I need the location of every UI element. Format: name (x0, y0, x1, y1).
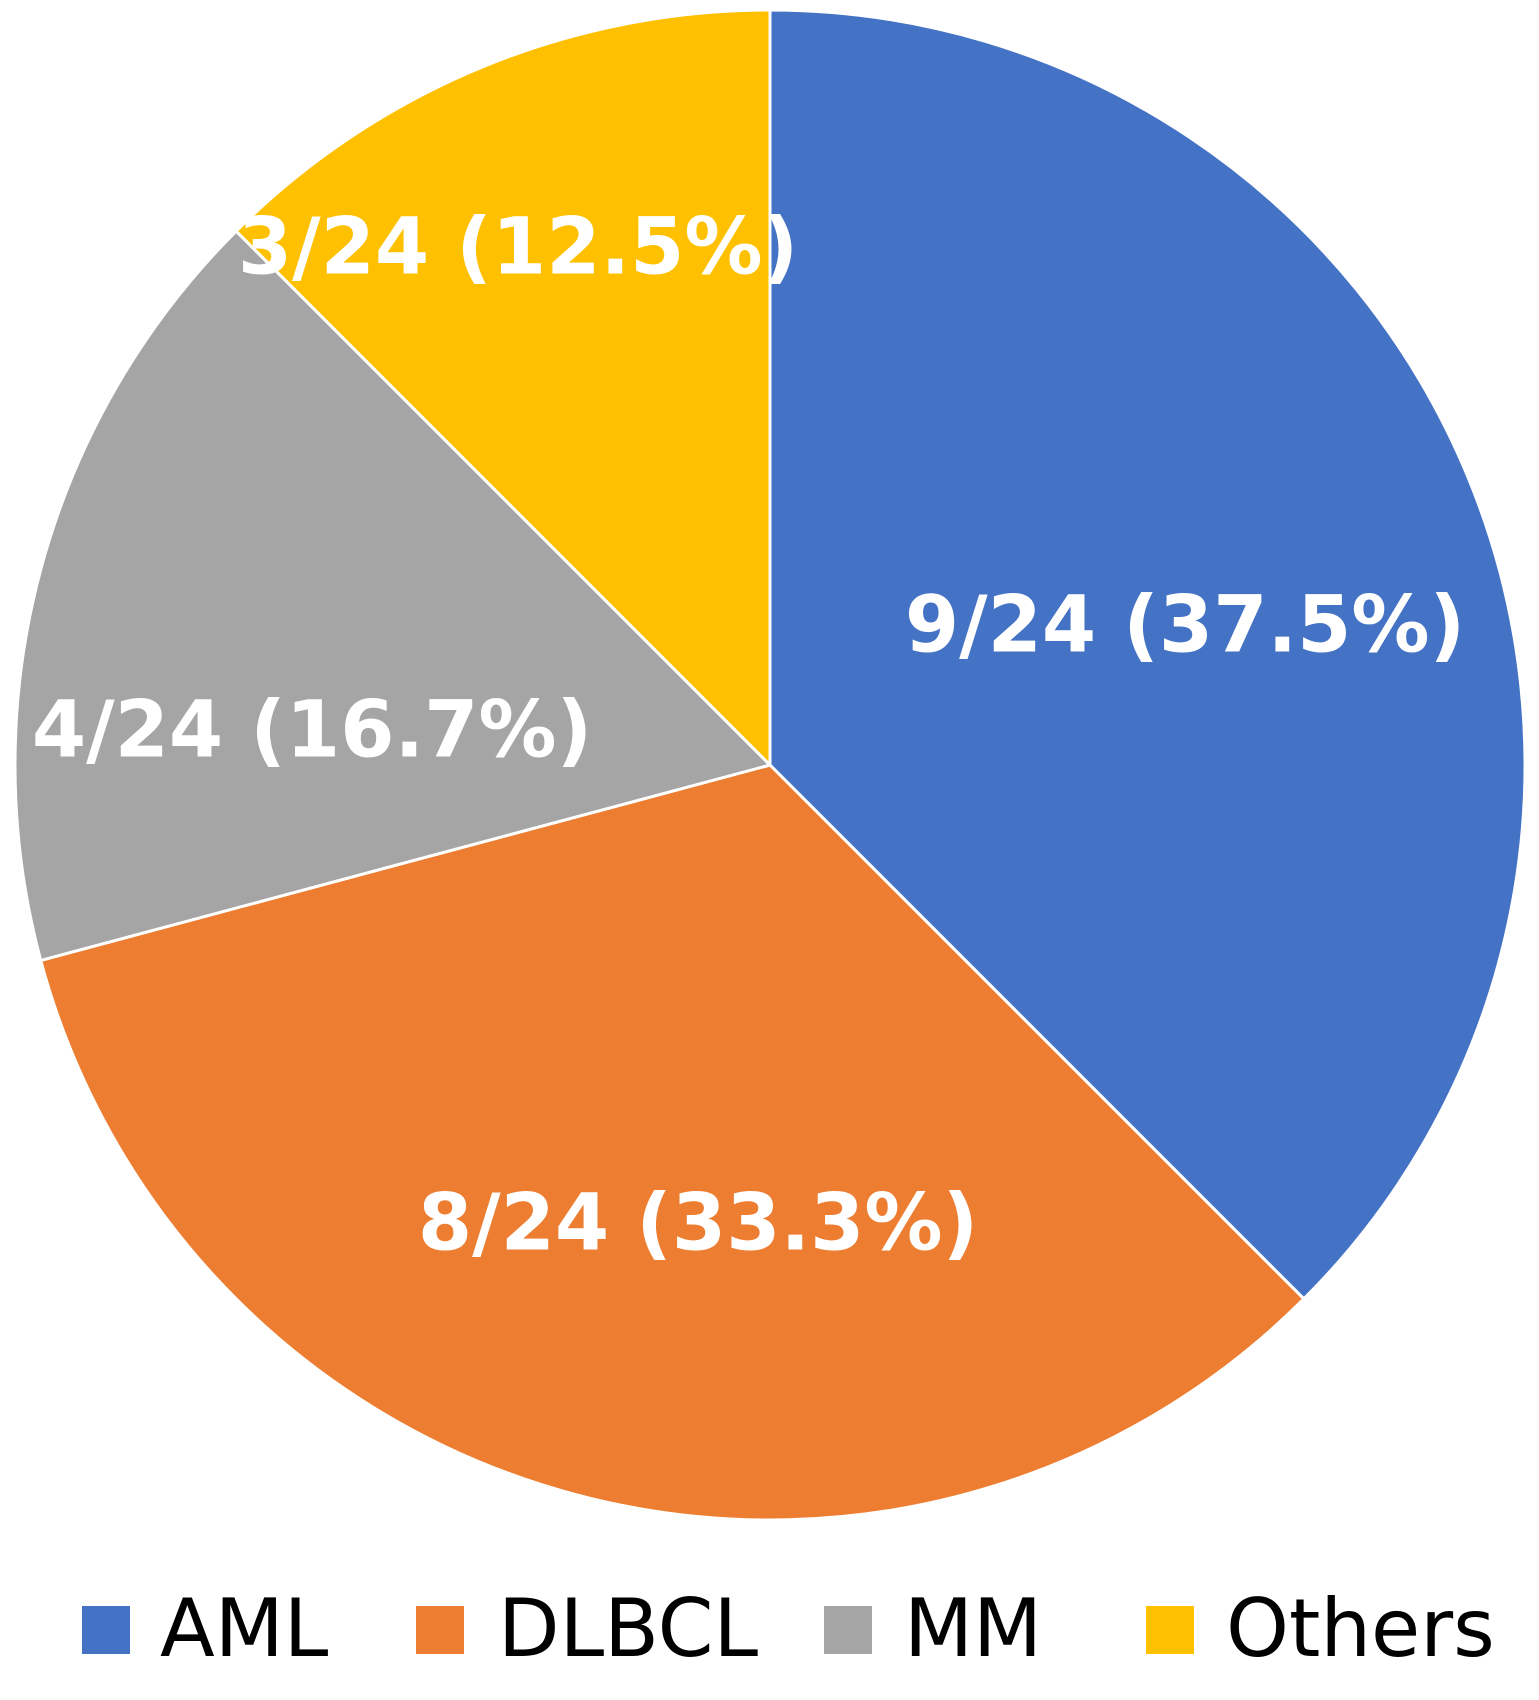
legend-item-dlbcl: DLBCL (416, 1582, 759, 1675)
pie-slice-aml (768, 8, 1527, 1301)
legend-label-mm: MM (904, 1582, 1042, 1675)
legend-swatch-dlbcl (416, 1606, 464, 1654)
pie-slice-dlbcl (38, 763, 1306, 1522)
pie-slices (13, 8, 1527, 1522)
data-label-mm: 4/24 (16.7%) (32, 685, 592, 775)
pie-data-labels: 9/24 (37.5%) 8/24 (33.3%) 4/24 (16.7%) 3… (32, 202, 1465, 1268)
legend-label-aml: AML (160, 1582, 329, 1675)
legend-item-mm: MM (824, 1582, 1042, 1675)
legend: AML DLBCL MM Others (82, 1582, 1495, 1675)
legend-item-aml: AML (82, 1582, 329, 1675)
data-label-aml: 9/24 (37.5%) (905, 580, 1465, 670)
legend-label-dlbcl: DLBCL (498, 1582, 759, 1675)
legend-swatch-others (1146, 1606, 1194, 1654)
data-label-dlbcl: 8/24 (33.3%) (418, 1178, 978, 1268)
legend-item-others: Others (1146, 1582, 1495, 1675)
legend-swatch-mm (824, 1606, 872, 1654)
pie-slice-others (234, 8, 772, 769)
pie-slice-mm (13, 229, 773, 963)
legend-swatch-aml (82, 1606, 130, 1654)
data-label-others: 3/24 (12.5%) (238, 202, 798, 292)
legend-label-others: Others (1226, 1582, 1495, 1675)
